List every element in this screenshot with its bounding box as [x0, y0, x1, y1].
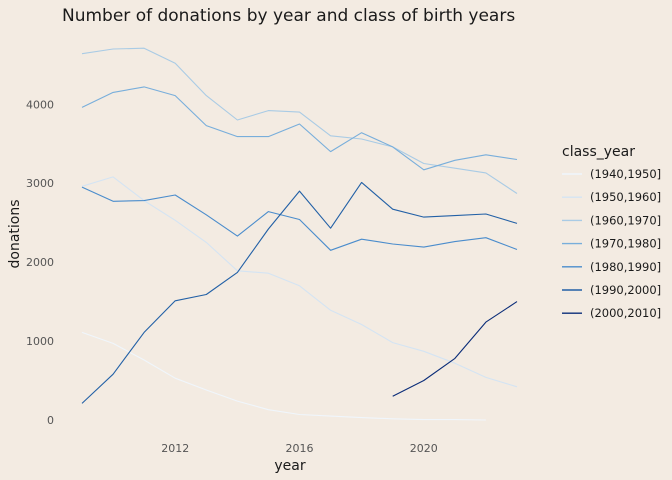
x-tick-label: 2016: [286, 442, 314, 455]
series-line-5: [81, 181, 518, 404]
series-line-3: [81, 86, 518, 171]
y-tick-label: 2000: [26, 256, 54, 269]
series-line-4: [81, 186, 518, 251]
x-tick-label: 2020: [410, 442, 438, 455]
x-axis-ticks: 2012 2016 2020: [161, 442, 438, 455]
legend-label-0: (1940,1950]: [590, 167, 661, 181]
legend-label-1: (1950,1960]: [590, 190, 661, 204]
series-line-6: [392, 301, 518, 397]
series-lines: [81, 47, 518, 421]
y-axis-title: donations: [7, 199, 23, 268]
legend: (1940,1950] (1950,1960] (1960,1970] (1970,1…: [562, 167, 661, 320]
series-line-2: [81, 47, 518, 194]
legend-label-4: (1980,1990]: [590, 260, 661, 274]
legend-label-6: (2000,2010]: [590, 306, 661, 320]
x-tick-label: 2012: [161, 442, 189, 455]
y-tick-label: 0: [47, 414, 54, 427]
y-tick-label: 3000: [26, 177, 54, 190]
y-tick-label: 1000: [26, 335, 54, 348]
legend-label-3: (1970,1980]: [590, 237, 661, 251]
chart-title: Number of donations by year and class of…: [62, 6, 515, 26]
legend-label-5: (1990,2000]: [590, 283, 661, 297]
y-tick-label: 4000: [26, 98, 54, 111]
series-line-1: [81, 176, 518, 388]
legend-label-2: (1960,1970]: [590, 213, 661, 227]
legend-title: class_year: [562, 144, 635, 160]
x-axis-title: year: [274, 458, 305, 474]
series-line-0: [81, 331, 486, 421]
y-axis-ticks: 0 1000 2000 3000 4000: [26, 98, 54, 427]
